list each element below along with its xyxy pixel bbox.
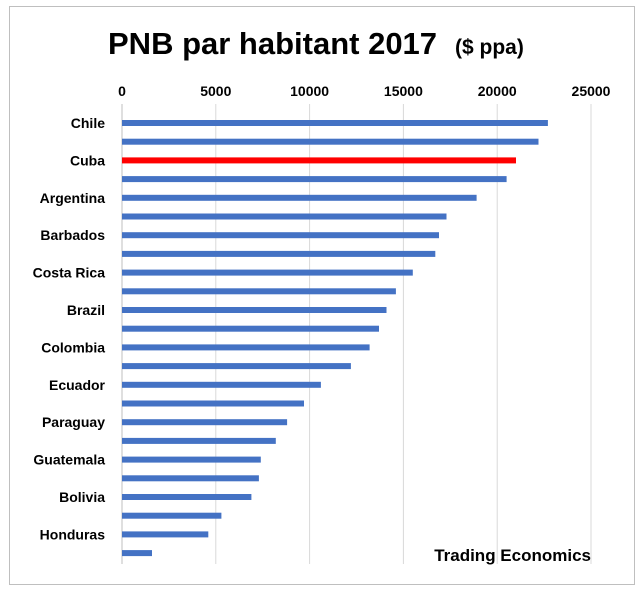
x-tick-label: 5000 [200, 83, 231, 99]
x-tick-label: 25000 [572, 83, 611, 99]
bar [122, 550, 152, 557]
category-label: Chile [71, 115, 105, 131]
bar [122, 381, 321, 388]
category-label: Ecuador [49, 377, 106, 393]
bar [122, 456, 261, 463]
category-label: Colombia [41, 339, 105, 355]
bar [122, 494, 252, 500]
category-label: Bolivia [59, 489, 105, 505]
chart-subtitle: ($ ppa) [455, 36, 524, 59]
bar [122, 307, 387, 313]
bar [122, 325, 379, 332]
bar [122, 194, 477, 201]
bar [122, 288, 396, 295]
bars [122, 120, 548, 557]
category-labels: Chile Cuba Argentina Barbados Costa Rica Braz… [33, 115, 106, 542]
bar [122, 531, 209, 538]
x-tick-label: 20000 [478, 83, 517, 99]
x-tick-label: 10000 [290, 83, 329, 99]
bar [122, 512, 222, 519]
category-label: Guatemala [33, 452, 105, 468]
bar [122, 213, 447, 220]
chart-frame [9, 6, 635, 585]
bar [122, 475, 259, 482]
category-label: Costa Rica [33, 265, 106, 281]
category-label: Brazil [67, 302, 105, 318]
bar [122, 437, 276, 444]
x-tick-label: 0 [118, 83, 126, 99]
bar [122, 269, 413, 276]
bar [122, 120, 548, 126]
bar [122, 138, 539, 145]
bar [122, 176, 507, 183]
bar [122, 400, 304, 407]
chart-title: PNB par habitant 2017 [108, 26, 437, 61]
bar [122, 344, 370, 351]
category-label: Honduras [40, 526, 106, 542]
category-label: Barbados [40, 227, 105, 243]
category-label: Paraguay [42, 414, 105, 430]
bar [122, 419, 288, 426]
category-label: Cuba [70, 152, 105, 168]
category-label: Argentina [40, 190, 106, 206]
x-tick-label: 15000 [384, 83, 423, 99]
source-credit: Trading Economics [434, 546, 591, 565]
bar [122, 250, 436, 257]
bar [122, 157, 516, 164]
bar [122, 232, 439, 239]
x-axis-ticks: 0 5000 10000 15000 20000 25000 [118, 83, 611, 99]
bar [122, 363, 351, 370]
